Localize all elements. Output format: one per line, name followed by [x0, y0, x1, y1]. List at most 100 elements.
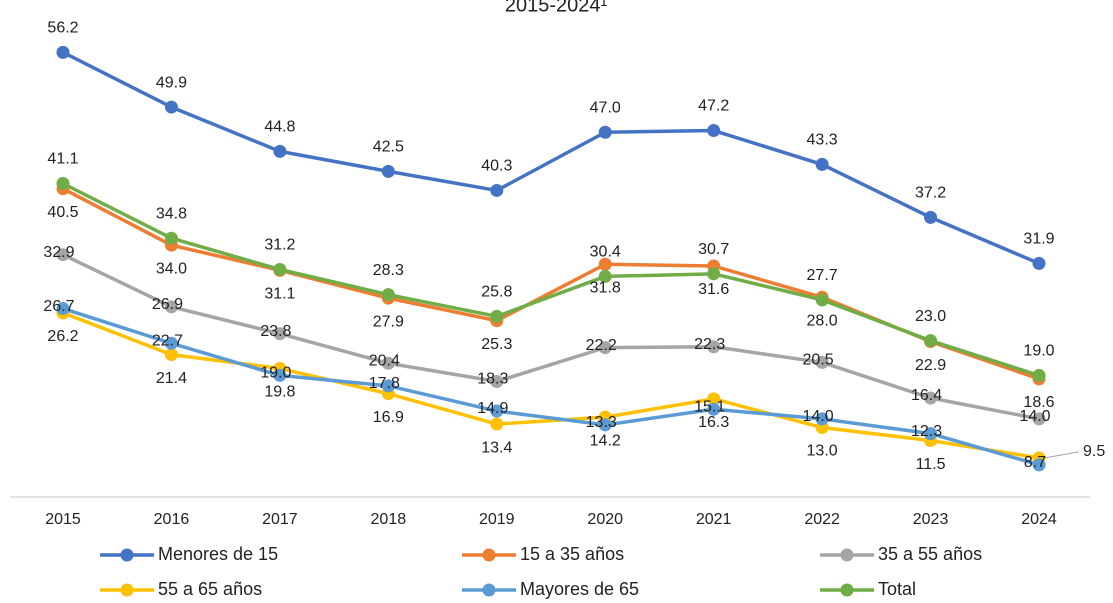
data-label: 27.7 — [807, 267, 838, 284]
legend-marker — [840, 548, 854, 562]
legend-label: 15 a 35 años — [520, 544, 624, 564]
point — [56, 248, 70, 262]
data-label: 31.2 — [264, 237, 295, 254]
point — [1032, 412, 1046, 426]
data-label: 19.0 — [1023, 343, 1054, 360]
x-tick-label: 2022 — [804, 511, 840, 528]
legend-item: Menores de 15 — [100, 544, 278, 564]
data-label: 19.8 — [264, 384, 295, 401]
point — [490, 404, 504, 418]
point — [924, 427, 938, 441]
series-line — [62, 253, 1040, 421]
data-label: 12.3 — [911, 423, 942, 440]
point — [273, 327, 287, 341]
point — [381, 356, 395, 370]
point — [924, 334, 938, 348]
x-tick-label: 2016 — [154, 511, 190, 528]
series-line — [62, 181, 1040, 378]
x-tick-label: 2017 — [262, 511, 298, 528]
point — [707, 124, 721, 138]
point — [707, 267, 721, 281]
data-label: 47.2 — [698, 98, 729, 115]
point — [381, 379, 395, 393]
data-label: 18.3 — [477, 371, 508, 388]
data-label: 18.6 — [1023, 394, 1054, 411]
point — [1032, 368, 1046, 382]
point — [815, 293, 829, 307]
data-label: 13.3 — [586, 414, 617, 431]
data-label: 20.5 — [803, 352, 834, 369]
data-label: 28.3 — [373, 262, 404, 279]
data-label: 40.5 — [47, 204, 78, 221]
point — [381, 164, 395, 178]
point — [707, 392, 721, 406]
x-tick-label: 2018 — [371, 511, 407, 528]
data-label: 16.9 — [373, 409, 404, 426]
legend-item: Total — [820, 579, 916, 599]
x-tick-label: 2023 — [913, 511, 949, 528]
legend-label: Total — [878, 579, 916, 599]
data-label: 9.5 — [1083, 443, 1105, 460]
data-label: 14.0 — [803, 408, 834, 425]
point — [490, 417, 504, 431]
data-label: 26.9 — [152, 296, 183, 313]
legend-label: 55 a 65 años — [158, 579, 262, 599]
x-tick-label: 2019 — [479, 511, 515, 528]
data-label: 40.3 — [481, 158, 512, 175]
point — [56, 177, 70, 190]
data-label: 22.3 — [694, 336, 725, 353]
series-line — [62, 311, 1040, 460]
point — [164, 231, 178, 245]
point — [707, 340, 721, 354]
data-label: 15.1 — [694, 399, 725, 416]
data-label: 34.0 — [156, 260, 187, 277]
data-label: 37.2 — [915, 185, 946, 202]
legend-label: Mayores de 65 — [520, 579, 639, 599]
data-label: 26.7 — [43, 298, 74, 315]
data-label: 25.8 — [481, 284, 512, 301]
data-label: 43.3 — [807, 132, 838, 149]
point — [56, 45, 70, 59]
data-label: 16.3 — [698, 414, 729, 431]
data-label: 26.2 — [47, 328, 78, 345]
data-label: 16.4 — [911, 387, 942, 404]
data-label: 32.9 — [43, 244, 74, 261]
legend-marker — [482, 583, 496, 597]
chart-title: 2015-2024¹ — [505, 0, 608, 16]
data-label: 22.2 — [586, 337, 617, 354]
point — [598, 125, 612, 139]
data-label: 27.9 — [373, 313, 404, 330]
data-label: 31.1 — [264, 286, 295, 303]
legend-marker — [482, 548, 496, 562]
data-label: 49.9 — [156, 74, 187, 91]
point — [598, 257, 612, 271]
point — [598, 418, 612, 432]
legend-marker — [840, 583, 854, 597]
legend-label: 35 a 55 años — [878, 544, 982, 564]
data-label: 42.5 — [373, 139, 404, 156]
data-label: 14.0 — [1019, 408, 1050, 425]
data-label: 31.6 — [698, 281, 729, 298]
point — [164, 336, 178, 350]
legend-item: 35 a 55 años — [820, 544, 982, 564]
data-label: 21.4 — [156, 370, 187, 387]
point — [490, 375, 504, 388]
point — [273, 144, 287, 158]
point — [815, 157, 829, 171]
data-label: 17.8 — [369, 375, 400, 392]
point — [56, 302, 70, 316]
data-label: 23.0 — [915, 308, 946, 325]
series-line — [62, 306, 1040, 467]
legend-marker — [120, 548, 134, 562]
data-label: 14.9 — [477, 400, 508, 417]
series-line — [62, 187, 1040, 381]
data-label: 22.7 — [152, 333, 183, 350]
data-label: 23.8 — [260, 323, 291, 340]
x-tick-label: 2015 — [45, 511, 81, 528]
x-tick-label: 2021 — [696, 511, 732, 528]
data-label: 31.8 — [590, 279, 621, 296]
data-label: 31.9 — [1023, 231, 1054, 248]
data-label: 22.9 — [915, 357, 946, 374]
data-label: 25.3 — [481, 336, 512, 353]
